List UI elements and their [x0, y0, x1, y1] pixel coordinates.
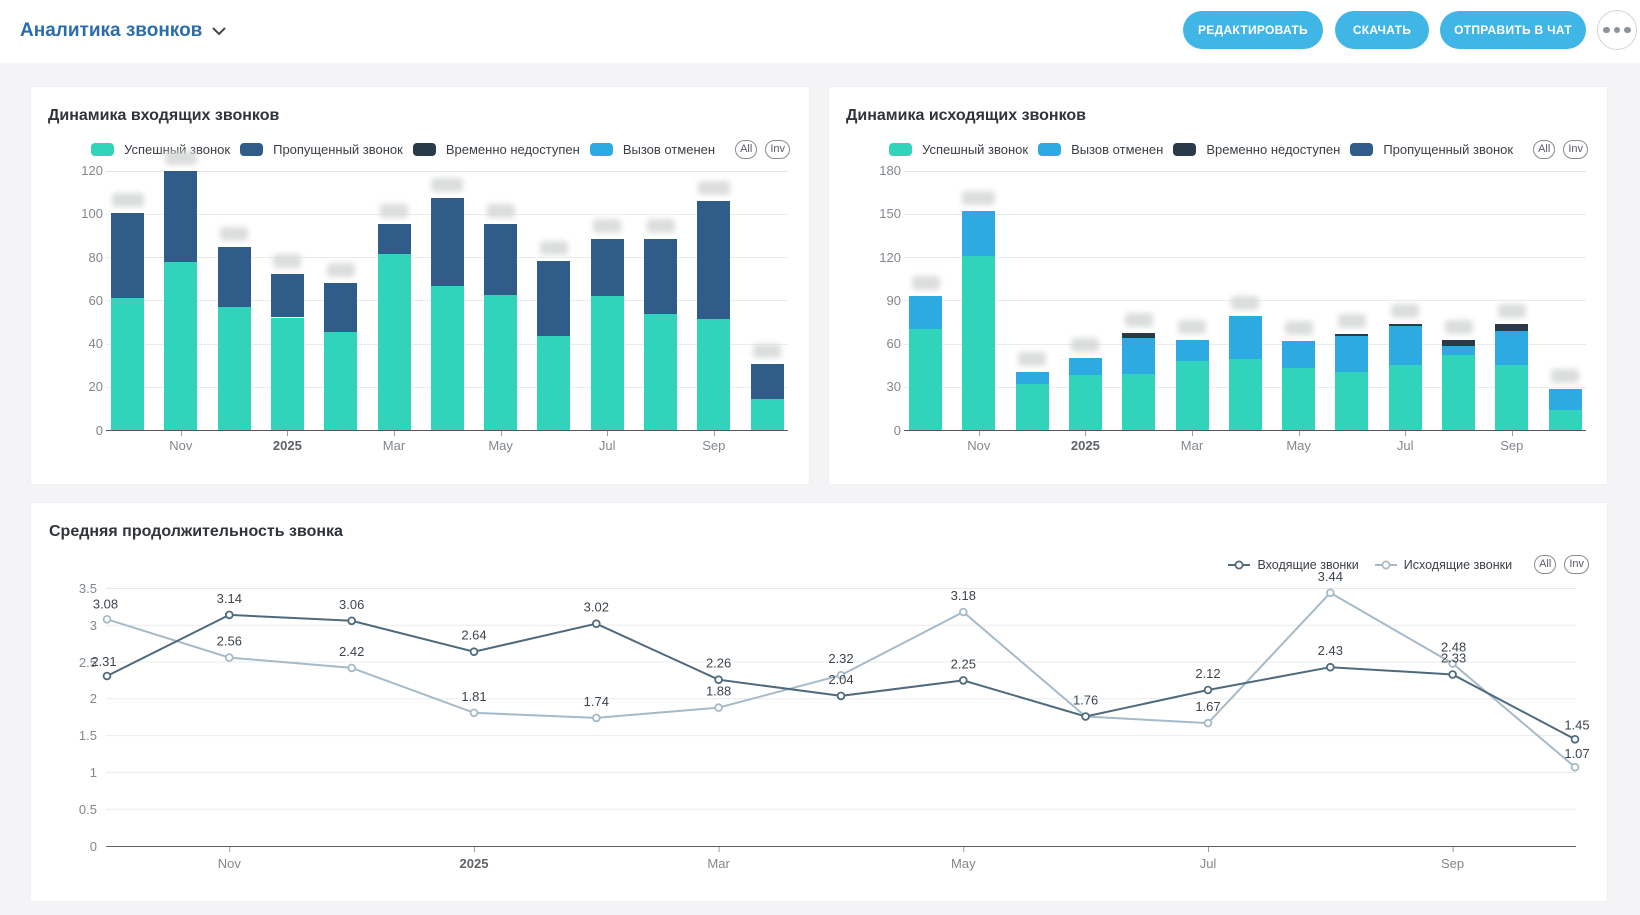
svg-text:1.76: 1.76	[1073, 693, 1098, 708]
svg-text:3.02: 3.02	[584, 600, 609, 615]
svg-text:Sep: Sep	[1441, 856, 1464, 871]
svg-text:3.44: 3.44	[1318, 569, 1343, 584]
svg-text:2.04: 2.04	[828, 672, 853, 687]
svg-text:2.32: 2.32	[828, 651, 853, 666]
svg-text:2.33: 2.33	[1441, 651, 1466, 666]
svg-text:2.56: 2.56	[217, 634, 242, 649]
svg-text:2.26: 2.26	[706, 656, 731, 671]
svg-text:2.31: 2.31	[91, 654, 116, 669]
svg-text:1.81: 1.81	[461, 689, 486, 704]
svg-text:Jul: Jul	[1200, 856, 1217, 871]
svg-text:Nov: Nov	[218, 856, 242, 871]
svg-text:2.25: 2.25	[951, 656, 976, 671]
svg-text:May: May	[951, 856, 976, 871]
svg-text:2.64: 2.64	[461, 628, 486, 643]
svg-text:Mar: Mar	[707, 856, 730, 871]
svg-text:3.06: 3.06	[339, 597, 364, 612]
svg-text:2.48: 2.48	[1441, 640, 1466, 655]
svg-text:1.67: 1.67	[1195, 699, 1220, 714]
svg-text:2.12: 2.12	[1195, 666, 1220, 681]
svg-text:2.43: 2.43	[1318, 643, 1343, 658]
svg-text:3.18: 3.18	[951, 588, 976, 603]
svg-text:3.08: 3.08	[93, 596, 118, 611]
svg-text:1.88: 1.88	[706, 684, 731, 699]
svg-text:2025: 2025	[460, 856, 489, 871]
svg-text:1.45: 1.45	[1564, 717, 1589, 732]
svg-text:3.14: 3.14	[217, 591, 242, 606]
svg-text:1.74: 1.74	[584, 694, 609, 709]
svg-text:1.07: 1.07	[1564, 746, 1589, 761]
svg-text:2.42: 2.42	[339, 644, 364, 659]
